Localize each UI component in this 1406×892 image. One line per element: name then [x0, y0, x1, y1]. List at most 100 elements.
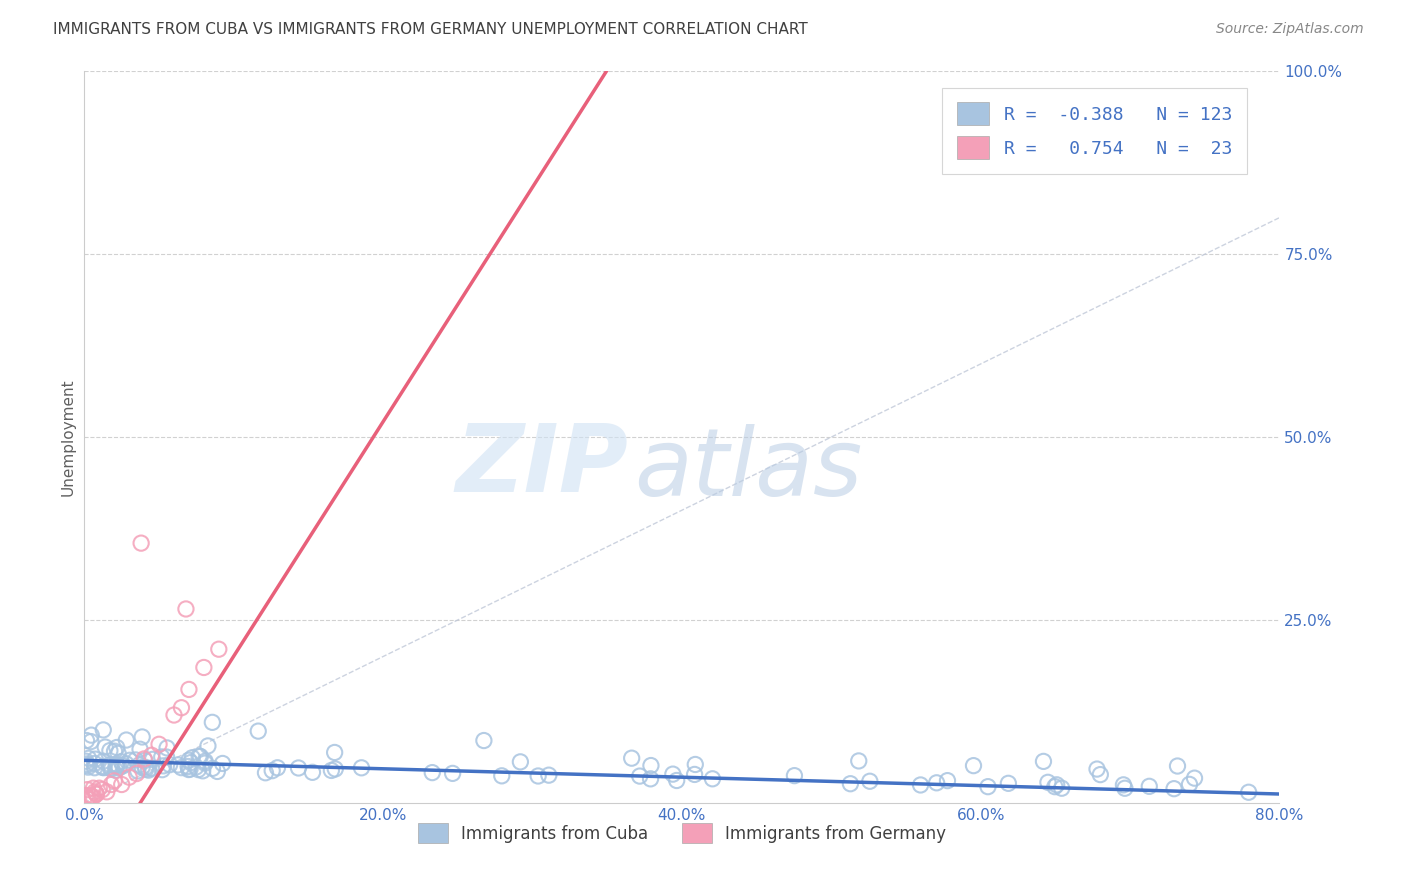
Point [910, 778, 932, 792]
Point [110, 755, 132, 769]
Point [1032, 755, 1054, 769]
Point [76, 782, 98, 797]
Point [783, 769, 806, 783]
Point [93, 761, 115, 775]
Text: Source: ZipAtlas.com: Source: ZipAtlas.com [1216, 22, 1364, 37]
Point [254, 765, 277, 780]
Point [1166, 759, 1188, 773]
Point [287, 761, 309, 775]
Point [201, 715, 224, 730]
Point [86, 787, 108, 801]
Point [472, 733, 495, 747]
Point [194, 754, 217, 768]
Point [118, 770, 141, 784]
Point [1137, 780, 1160, 794]
Point [150, 750, 173, 764]
Point [98, 743, 121, 757]
Point [936, 773, 959, 788]
Point [80, 789, 103, 804]
Point [156, 740, 179, 755]
Point [170, 700, 193, 714]
Point [128, 758, 150, 772]
Point [962, 758, 984, 772]
Point [111, 778, 134, 792]
Point [108, 761, 131, 775]
Point [177, 763, 200, 777]
Point [163, 708, 186, 723]
Point [105, 740, 128, 755]
Point [111, 759, 134, 773]
Point [211, 756, 233, 771]
Point [79, 789, 101, 803]
Point [194, 756, 217, 771]
Point [135, 762, 157, 776]
Text: IMMIGRANTS FROM CUBA VS IMMIGRANTS FROM GERMANY UNEMPLOYMENT CORRELATION CHART: IMMIGRANTS FROM CUBA VS IMMIGRANTS FROM … [53, 22, 808, 37]
Point [134, 754, 156, 768]
Point [184, 760, 207, 774]
Point [152, 759, 174, 773]
Point [188, 749, 211, 764]
Point [100, 762, 122, 776]
Point [208, 642, 231, 657]
Point [977, 780, 1000, 794]
Point [77, 751, 100, 765]
Point [150, 763, 173, 777]
Point [83, 761, 105, 775]
Point [91, 760, 114, 774]
Point [859, 774, 882, 789]
Point [83, 756, 105, 771]
Point [129, 536, 152, 550]
Point [103, 773, 125, 788]
Point [321, 764, 343, 778]
Point [1043, 780, 1066, 794]
Point [266, 761, 288, 775]
Point [997, 776, 1019, 790]
Point [1184, 771, 1206, 785]
Point [179, 762, 201, 776]
Point [84, 752, 107, 766]
Point [80, 734, 103, 748]
Point [1050, 781, 1073, 796]
Point [1085, 762, 1108, 776]
Point [104, 764, 127, 778]
Point [141, 748, 163, 763]
Point [848, 754, 870, 768]
Point [159, 757, 181, 772]
Point [640, 758, 662, 772]
Point [177, 753, 200, 767]
Point [191, 764, 214, 778]
Point [1046, 778, 1069, 792]
Text: ZIP: ZIP [456, 420, 628, 512]
Point [96, 785, 118, 799]
Point [131, 760, 153, 774]
Point [187, 763, 209, 777]
Point [77, 792, 100, 806]
Point [91, 754, 114, 768]
Point [181, 751, 204, 765]
Point [75, 754, 97, 768]
Point [83, 785, 105, 799]
Point [620, 751, 643, 765]
Point [129, 742, 152, 756]
Point [125, 766, 148, 780]
Point [1112, 778, 1135, 792]
Point [77, 760, 100, 774]
Point [167, 758, 190, 772]
Point [180, 756, 202, 770]
Point [132, 752, 156, 766]
Point [124, 753, 146, 767]
Point [262, 764, 284, 778]
Point [91, 782, 114, 797]
Point [685, 757, 707, 772]
Point [76, 756, 98, 771]
Point [105, 757, 128, 772]
Point [188, 749, 211, 764]
Point [301, 765, 323, 780]
Point [148, 737, 170, 751]
Text: atlas: atlas [634, 425, 862, 516]
Point [170, 761, 193, 775]
Point [1090, 767, 1112, 781]
Point [201, 761, 224, 775]
Point [105, 758, 128, 772]
Point [1237, 785, 1260, 799]
